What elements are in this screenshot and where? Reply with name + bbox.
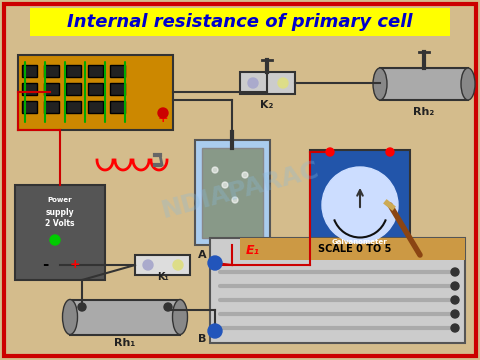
Circle shape (451, 296, 459, 304)
Text: NDIAPARAC: NDIAPARAC (158, 157, 322, 222)
Circle shape (451, 310, 459, 318)
Circle shape (322, 167, 398, 243)
Text: Power: Power (48, 197, 72, 203)
Circle shape (143, 260, 153, 270)
Circle shape (50, 235, 60, 245)
Text: E₁: E₁ (246, 243, 260, 257)
Bar (195, 140, 270, 245)
Bar (310, 150, 410, 250)
Circle shape (164, 303, 172, 311)
Circle shape (78, 303, 86, 311)
Circle shape (326, 148, 334, 156)
Circle shape (451, 282, 459, 290)
Ellipse shape (373, 68, 387, 100)
Text: Rh₂: Rh₂ (413, 107, 434, 117)
Bar (240, 238, 465, 260)
Circle shape (208, 256, 222, 270)
Bar (44, 101, 59, 113)
Bar (240, 72, 295, 94)
Circle shape (386, 148, 394, 156)
Circle shape (232, 197, 238, 203)
Bar (70, 300, 180, 335)
Bar (30, 8, 450, 36)
Bar (380, 68, 468, 100)
Bar (66, 65, 81, 77)
Bar (15, 185, 105, 280)
Text: B: B (198, 334, 206, 344)
Circle shape (242, 172, 248, 178)
Circle shape (158, 108, 168, 118)
Bar (110, 101, 125, 113)
Bar (44, 65, 59, 77)
Text: +: + (70, 258, 80, 271)
Ellipse shape (172, 300, 188, 334)
Bar (110, 83, 125, 95)
Circle shape (278, 78, 288, 88)
Text: Galvanometer: Galvanometer (332, 239, 388, 245)
Circle shape (451, 268, 459, 276)
Ellipse shape (461, 68, 475, 100)
Bar (135, 255, 190, 275)
Bar (88, 101, 103, 113)
Text: K₁: K₁ (157, 272, 169, 282)
Bar (44, 83, 59, 95)
Text: Internal resistance of primary cell: Internal resistance of primary cell (67, 13, 413, 31)
Text: SCALE 0 TO 5: SCALE 0 TO 5 (318, 244, 392, 254)
Ellipse shape (62, 300, 77, 334)
Bar (66, 83, 81, 95)
Text: Rh₁: Rh₁ (114, 338, 136, 348)
Bar (88, 65, 103, 77)
Bar (22, 65, 37, 77)
Circle shape (212, 167, 218, 173)
Circle shape (208, 324, 222, 338)
Circle shape (451, 324, 459, 332)
Bar (22, 101, 37, 113)
Text: supply
2 Volts: supply 2 Volts (45, 208, 75, 228)
Bar (22, 83, 37, 95)
Bar (18, 55, 173, 130)
Text: A: A (198, 250, 206, 260)
Text: +: + (158, 112, 168, 125)
Circle shape (248, 78, 258, 88)
Text: K₂: K₂ (260, 100, 274, 110)
Text: -: - (42, 257, 48, 273)
Bar (202, 148, 263, 238)
Bar (88, 83, 103, 95)
Bar (210, 238, 465, 343)
Circle shape (222, 182, 228, 188)
Bar (66, 101, 81, 113)
Circle shape (173, 260, 183, 270)
Bar (110, 65, 125, 77)
